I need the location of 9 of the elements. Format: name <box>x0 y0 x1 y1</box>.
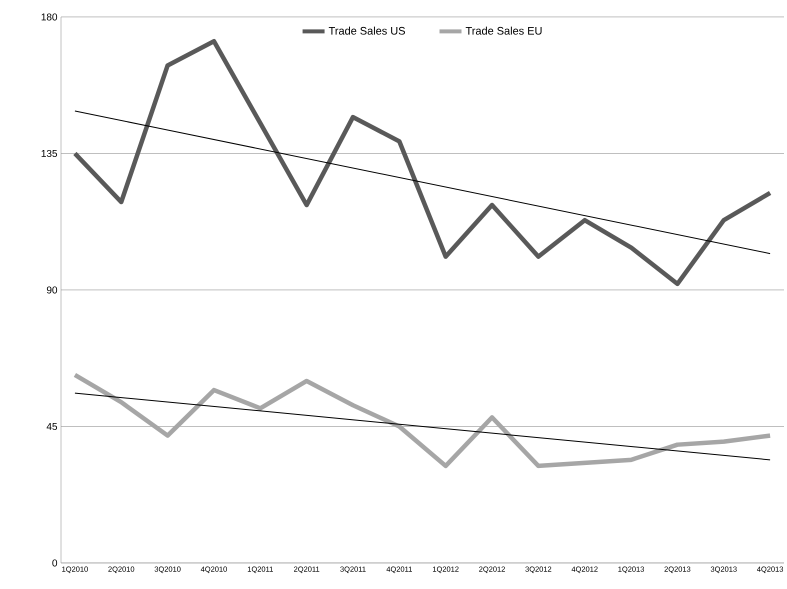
line-series <box>72 372 772 468</box>
legend-label: Trade Sales US <box>328 26 405 35</box>
line-series <box>72 39 772 286</box>
y-tick-label: 180 <box>42 13 58 21</box>
y-tick-label: 135 <box>42 150 58 158</box>
y-tick-label: 0 <box>52 559 58 567</box>
y-tick-label: 90 <box>46 286 58 294</box>
y-tick-label: 45 <box>46 423 58 430</box>
legend-label: Trade Sales EU <box>466 26 542 35</box>
